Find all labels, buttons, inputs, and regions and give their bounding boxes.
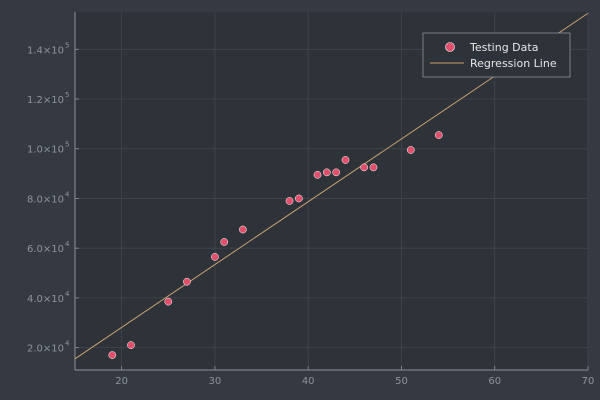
y-tick-exponent: 5 xyxy=(65,41,69,49)
data-point xyxy=(322,168,331,177)
data-point xyxy=(108,351,117,359)
x-ticks: 20 30 40 50 60 70 xyxy=(115,366,594,387)
data-point xyxy=(127,341,135,349)
legend: Testing Data Regression Line xyxy=(422,32,571,78)
y-tick-label: 2.0×10 xyxy=(27,344,64,355)
data-point xyxy=(164,297,173,306)
data-point xyxy=(313,170,322,179)
y-tick-exponent: 4 xyxy=(65,290,70,298)
scatter-series xyxy=(108,131,443,359)
x-tick-label: 70 xyxy=(582,376,595,387)
grid xyxy=(75,12,589,370)
y-tick-exponent: 4 xyxy=(65,190,70,198)
y-tick-exponent: 5 xyxy=(65,91,69,99)
x-tick-label: 20 xyxy=(115,376,128,387)
data-point xyxy=(406,146,415,154)
data-point xyxy=(332,168,341,177)
legend-marker-testing-data xyxy=(445,42,455,52)
legend-label-testing-data: Testing Data xyxy=(469,41,538,54)
data-point xyxy=(360,163,368,172)
data-point xyxy=(239,225,247,234)
y-tick-exponent: 5 xyxy=(65,141,69,149)
y-tick-exponent: 4 xyxy=(65,240,70,248)
y-tick-label: 6.0×10 xyxy=(27,244,64,255)
y-tick-label: 1.2×10 xyxy=(27,95,64,106)
y-ticks: 2.0×10 44.0×10 46.0×10 48.0×10 41.0×10 51.2×1… xyxy=(27,41,79,355)
y-tick-exponent: 4 xyxy=(65,340,70,348)
data-point xyxy=(183,277,191,286)
x-tick-label: 40 xyxy=(302,376,315,387)
y-tick-label: 1.4×10 xyxy=(27,45,64,56)
y-tick-label: 8.0×10 xyxy=(27,194,64,205)
x-tick-label: 30 xyxy=(209,376,222,387)
legend-label-regression-line: Regression Line xyxy=(470,57,557,70)
data-point xyxy=(211,253,219,261)
data-point xyxy=(220,238,229,246)
x-tick-label: 60 xyxy=(488,376,501,387)
data-point xyxy=(434,131,443,139)
x-tick-label: 50 xyxy=(395,376,408,387)
data-point xyxy=(295,194,303,203)
data-point xyxy=(341,156,350,164)
y-tick-label: 4.0×10 xyxy=(27,294,64,305)
axes xyxy=(74,12,588,371)
data-point xyxy=(285,197,294,205)
data-point xyxy=(369,163,378,172)
legend-box xyxy=(422,32,571,78)
y-tick-label: 1.0×10 xyxy=(27,145,64,156)
